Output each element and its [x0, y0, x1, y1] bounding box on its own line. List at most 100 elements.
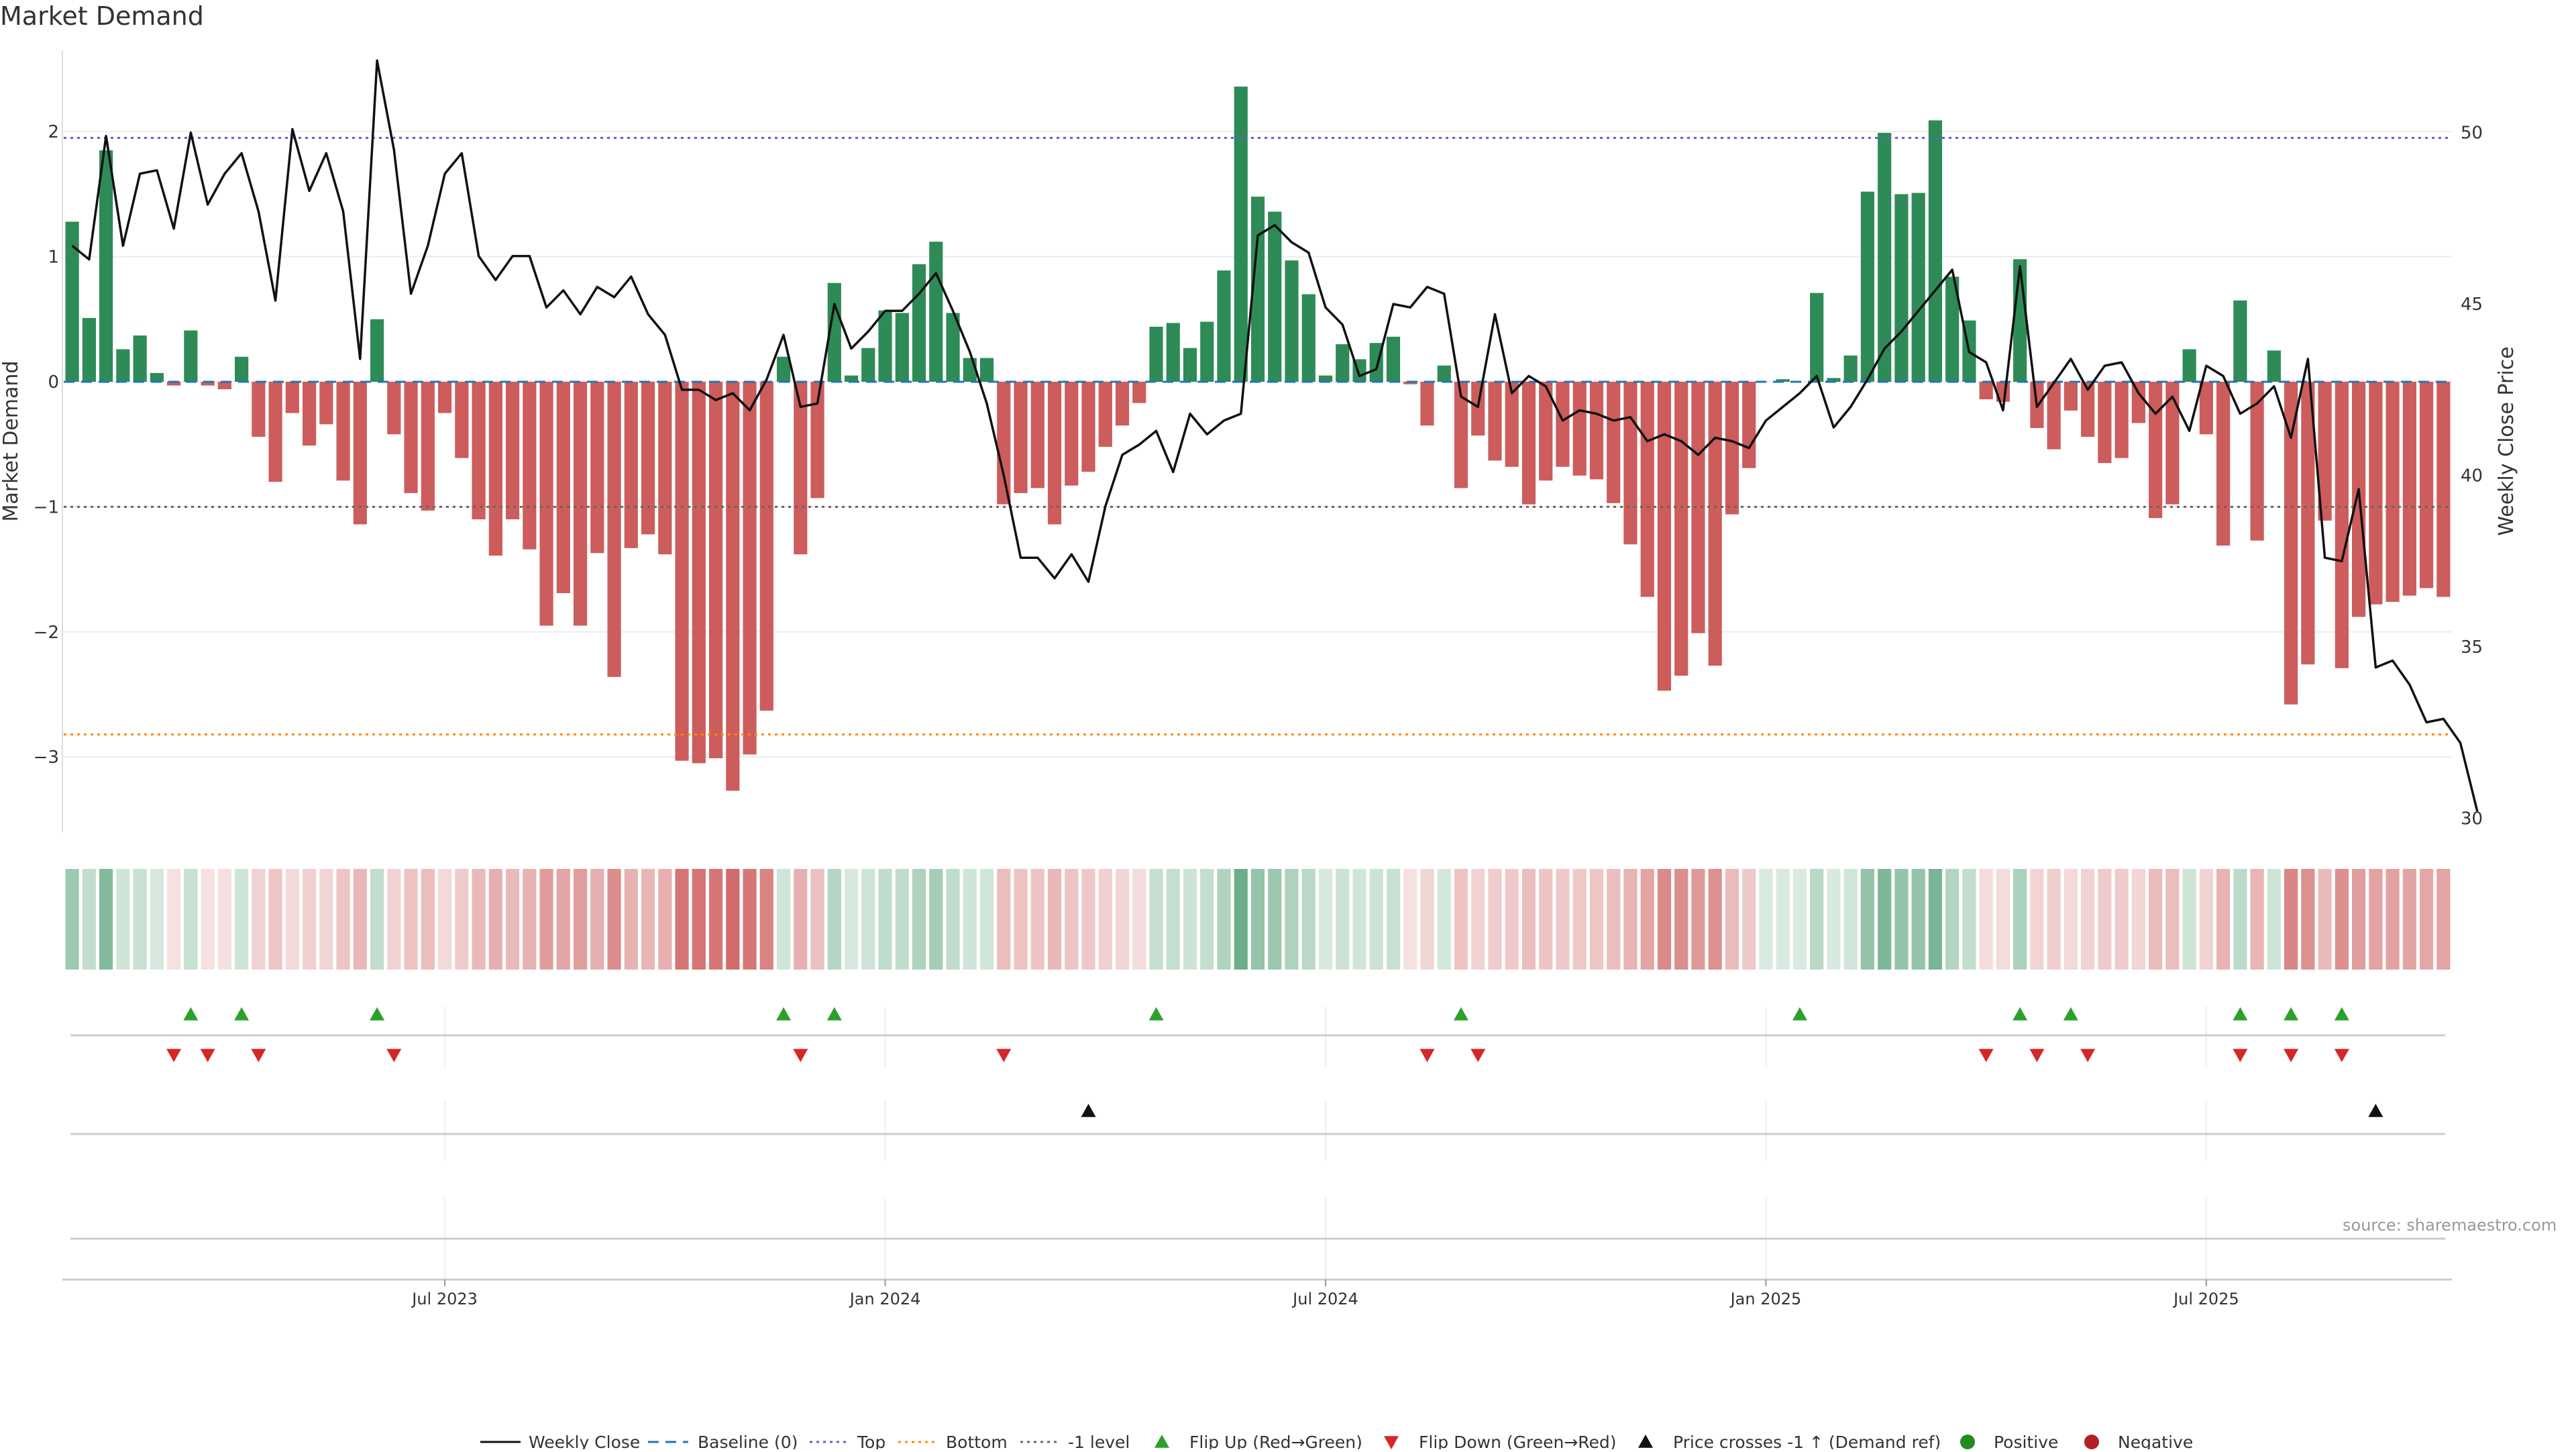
y-left-tick-label: 0 [48, 372, 59, 393]
demand-bar [1844, 356, 1858, 382]
heat-cell [2132, 869, 2145, 970]
heat-cell [1776, 869, 1790, 970]
demand-bar [709, 382, 722, 758]
demand-bar [861, 348, 875, 382]
flip-down-marker [386, 1049, 401, 1062]
heat-cell [116, 869, 129, 970]
heat-cell [878, 869, 892, 970]
heat-cell [1319, 869, 1332, 970]
x-tick-label: Jan 2025 [1729, 1290, 1802, 1308]
heat-cell [896, 869, 909, 970]
heat-cell [269, 869, 282, 970]
demand-bar [404, 382, 417, 493]
heat-cell [2233, 869, 2247, 970]
chart-title: Market Demand [0, 1, 204, 31]
heat-cell [1285, 869, 1298, 970]
heat-cell [387, 869, 400, 970]
demand-bar [2369, 382, 2382, 605]
heat-cell [1488, 869, 1501, 970]
heat-cell [2267, 869, 2281, 970]
heat-cell [625, 869, 638, 970]
demand-bar [2047, 382, 2061, 450]
y-left-tick-label: −2 [34, 623, 59, 643]
heat-cell [1590, 869, 1603, 970]
heat-cell [861, 869, 875, 970]
demand-bar [1505, 382, 1519, 467]
heat-cell [2251, 869, 2264, 970]
demand-bars [66, 87, 2451, 790]
heat-cell [777, 869, 790, 970]
heat-cell [1912, 869, 1925, 970]
heat-cell [2047, 869, 2061, 970]
heat-cell [1980, 869, 1993, 970]
x-tick-label: Jul 2025 [2172, 1290, 2239, 1308]
heat-cell [1014, 869, 1027, 970]
heat-cell [1674, 869, 1688, 970]
heat-cell [912, 869, 926, 970]
heat-cell [963, 869, 977, 970]
heat-cell [83, 869, 96, 970]
legend-label: Flip Down (Green→Red) [1419, 1433, 1617, 1449]
demand-bar [2267, 350, 2281, 382]
heat-cell [675, 869, 688, 970]
heat-cell [743, 869, 756, 970]
y-left-tick-label: −1 [34, 497, 59, 517]
heat-cell [1132, 869, 1146, 970]
heat-cell [404, 869, 417, 970]
heat-cell [1116, 869, 1129, 970]
heat-cell [1623, 869, 1637, 970]
flip-up-marker [827, 1007, 842, 1021]
demand-bar [2420, 382, 2433, 588]
flip-up-marker [1792, 1007, 1807, 1021]
demand-bar [574, 382, 587, 625]
heat-cell [2403, 869, 2416, 970]
demand-bar [2183, 350, 2196, 382]
legend-label: -1 level [1068, 1433, 1130, 1449]
demand-bar [896, 313, 909, 382]
heat-cell [1810, 869, 1823, 970]
heat-cell [1742, 869, 1756, 970]
flip-down-marker [251, 1049, 266, 1062]
demand-bar [66, 221, 79, 382]
flip-down-marker [996, 1049, 1011, 1062]
demand-bar [218, 382, 231, 389]
legend-label: Price crosses -1 ↑ (Demand ref) [1673, 1433, 1941, 1449]
demand-bar [2436, 382, 2450, 597]
demand-bar [1623, 382, 1637, 544]
demand-bar [235, 357, 248, 382]
x-tick-label: Jul 2024 [1291, 1290, 1358, 1308]
heat-cell [1302, 869, 1316, 970]
heat-cell [370, 869, 384, 970]
heat-cell [2335, 869, 2349, 970]
source-note: source: sharemaestro.com [2343, 1216, 2557, 1235]
flip-down-marker [1419, 1049, 1434, 1062]
heat-cell [1099, 869, 1112, 970]
demand-bar [777, 357, 790, 382]
heat-cell [319, 869, 333, 970]
demand-bar [980, 358, 994, 382]
y-left-tick-label: 1 [48, 248, 59, 268]
demand-bar [1742, 382, 1756, 468]
heat-cell [1065, 869, 1078, 970]
heat-cell [2318, 869, 2332, 970]
demand-bar [472, 382, 485, 519]
demand-bar [1065, 382, 1078, 486]
demand-bar [2386, 382, 2400, 602]
heat-cell [2216, 869, 2230, 970]
flip-up-marker [2233, 1007, 2247, 1021]
heat-cell [607, 869, 621, 970]
demand-bar [1031, 382, 1044, 488]
demand-bar [1674, 382, 1688, 676]
flip-down-marker [1470, 1049, 1485, 1062]
demand-bar [641, 382, 655, 534]
flip-up-marker [234, 1007, 249, 1021]
demand-bar [2216, 382, 2230, 546]
heat-cell [1691, 869, 1705, 970]
heat-cell [946, 869, 959, 970]
y-left-tick-label: −3 [34, 747, 59, 768]
flip-up-marker [2334, 1007, 2349, 1021]
heat-cell [455, 869, 468, 970]
demand-bar [150, 373, 164, 382]
